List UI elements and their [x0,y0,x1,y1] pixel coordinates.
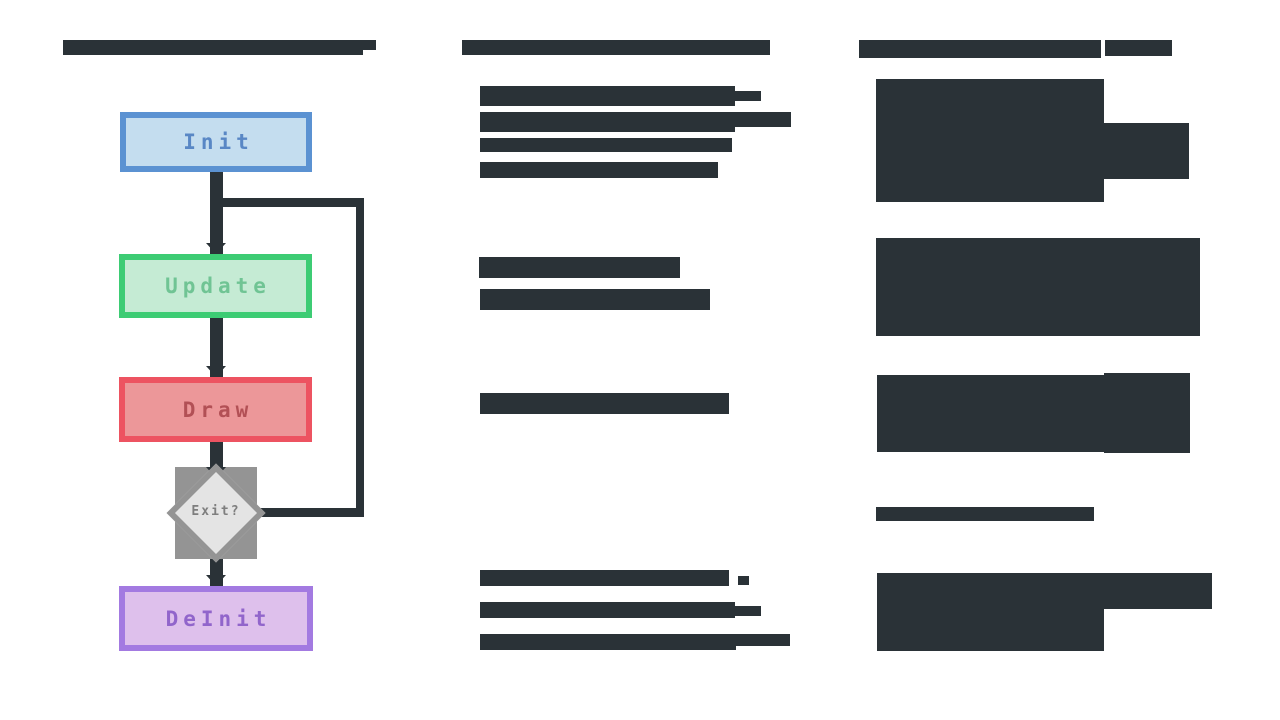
flow-arrowhead [206,366,226,377]
flow-node-init: Init [120,112,312,172]
redacted-left-title-bar [363,40,376,50]
flow-connector-segment [210,172,223,254]
flow-node-draw: Draw [119,377,312,442]
flow-node-draw-label: Draw [182,397,254,422]
redacted-note-line-deinit [480,634,736,650]
redacted-note-line-init [480,112,735,132]
redacted-code-block-deinit [877,609,1104,651]
redacted-code-block-exit [876,507,1094,521]
flow-connector-segment [210,198,364,207]
flow-node-init-label: Init [183,130,254,154]
redacted-note-line-draw [480,393,729,414]
flow-node-deinit-label: DeInit [165,606,272,631]
redacted-code-block-init [1104,123,1189,179]
redacted-right-title-bar [1105,40,1172,56]
redacted-code-block-deinit [877,573,1212,609]
flow-node-update-label: Update [165,274,271,298]
flow-arrowhead [206,575,226,586]
redacted-left-title-bar [63,40,363,55]
flow-connector-segment [210,318,223,377]
redacted-note-line-deinit [480,602,735,618]
redacted-note-line-init [735,91,761,101]
redacted-note-line-init [480,86,735,106]
redacted-note-line-update [479,257,680,278]
redacted-middle-title-bar [462,40,770,55]
redacted-code-block-draw [877,375,1104,452]
redacted-note-line-init [480,138,732,152]
redacted-note-line-update [480,289,710,310]
redacted-code-block-draw [1104,373,1190,453]
flow-connector-segment [258,508,364,517]
flow-node-update: Update [119,254,312,318]
flow-node-deinit: DeInit [119,586,313,651]
redacted-note-line-init [735,112,791,127]
flow-node-exit-label: Exit? [191,504,241,519]
redacted-code-block-update [876,238,1200,336]
redacted-code-block-init [876,79,1104,202]
flow-arrowhead [206,243,226,254]
redacted-note-line-deinit [480,570,729,586]
redacted-note-line-init [480,162,718,178]
flow-connector-segment [356,198,364,517]
redacted-note-line-deinit [738,576,749,585]
redacted-right-title-bar [859,40,1101,58]
redacted-note-line-deinit [735,606,761,616]
redacted-note-line-deinit [736,634,790,646]
